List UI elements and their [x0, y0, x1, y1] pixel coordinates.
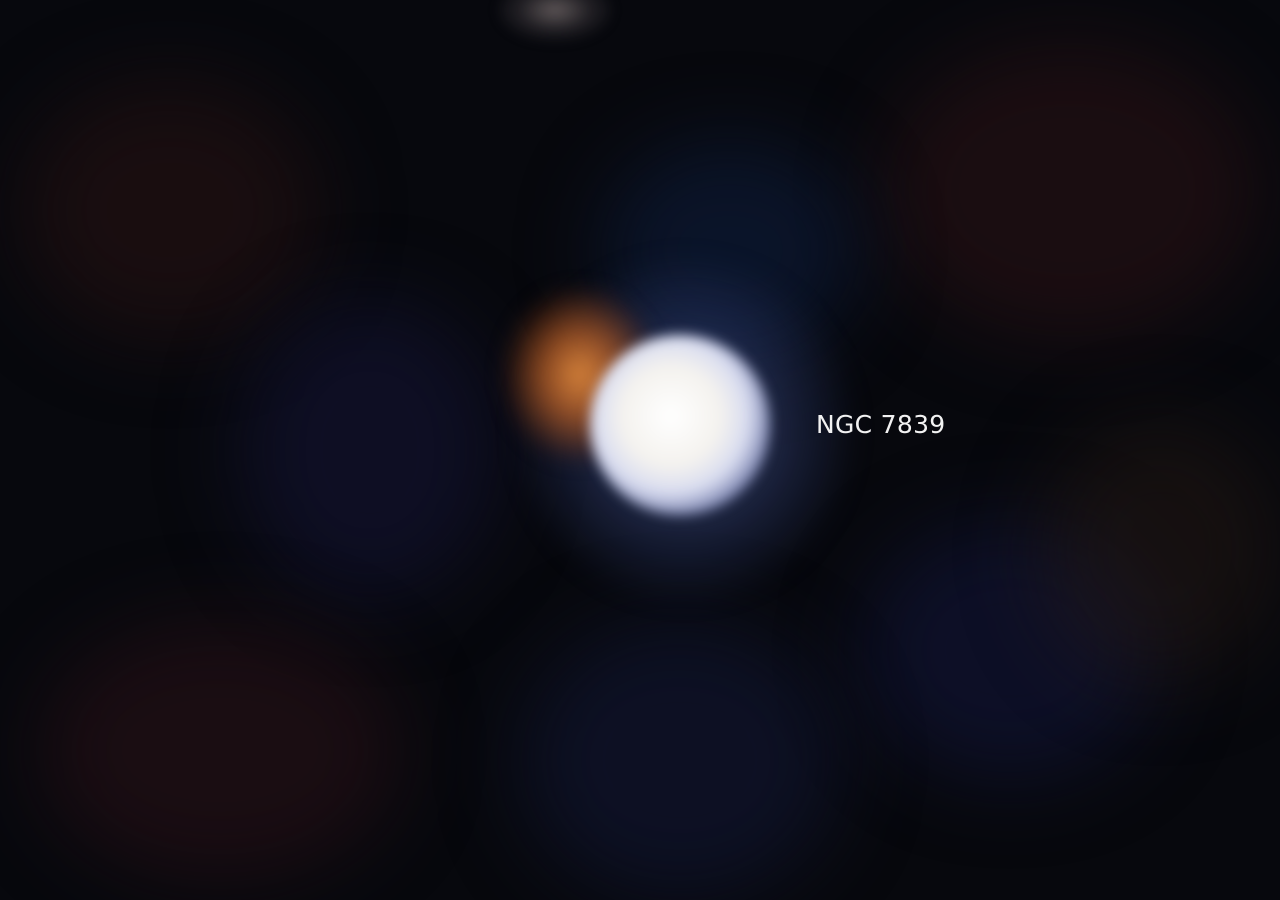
object-label: NGC 7839 [816, 410, 946, 439]
bright-star-core [590, 335, 770, 515]
background-noise [880, 40, 1260, 340]
faint-star [500, 0, 610, 40]
background-noise [20, 80, 320, 340]
background-noise [1040, 420, 1280, 680]
background-noise [240, 300, 500, 600]
background-noise [520, 620, 840, 900]
background-noise [860, 520, 1160, 780]
background-noise [40, 620, 400, 880]
